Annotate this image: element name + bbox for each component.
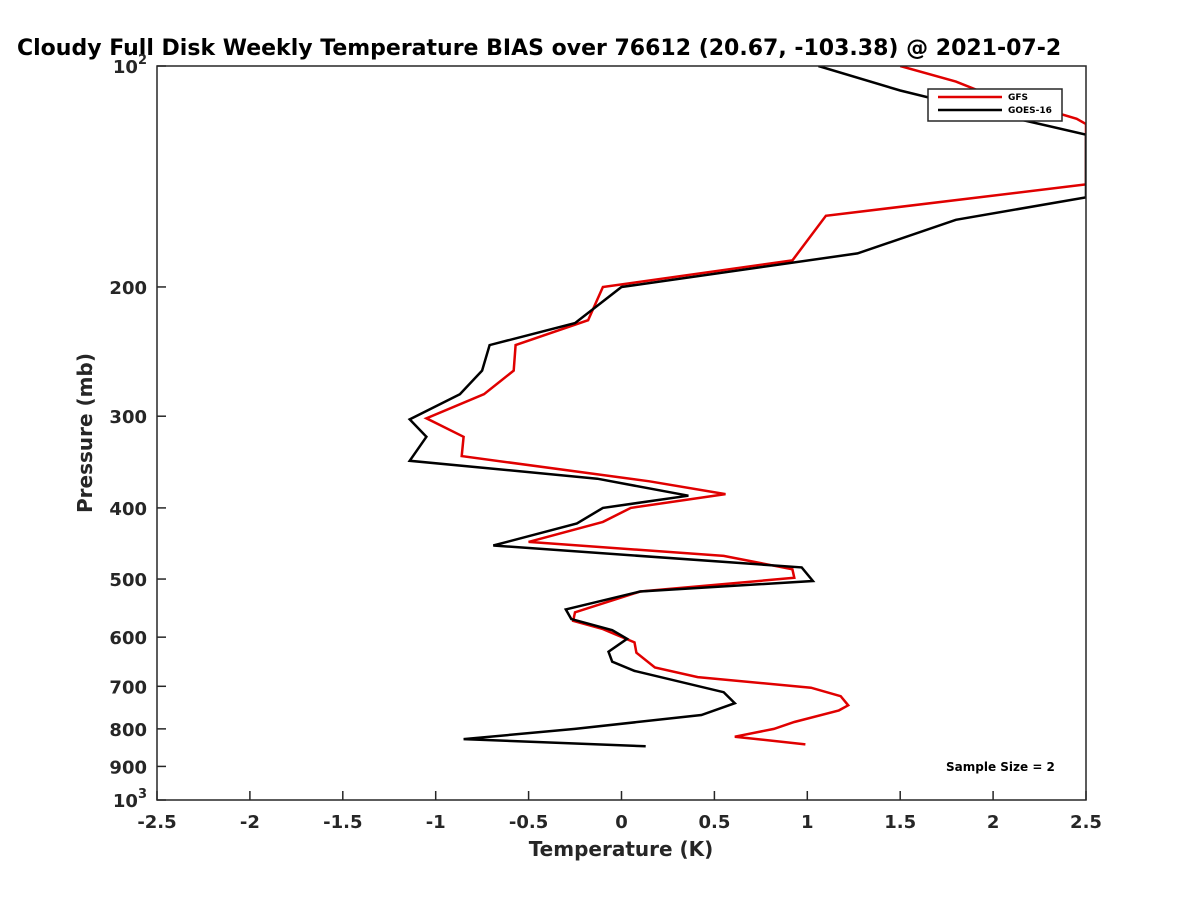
y-tick-label: 400 xyxy=(109,499,147,520)
y-tick-label: 900 xyxy=(109,757,147,778)
y-tick-label: 600 xyxy=(109,628,147,649)
series-line-gfs xyxy=(423,66,1086,746)
sample-size-note: Sample Size = 2 xyxy=(946,760,1055,774)
x-tick-label: -1.5 xyxy=(323,812,362,833)
series-line-goes-16 xyxy=(407,66,1086,748)
x-tick-label: -2.5 xyxy=(137,812,176,833)
x-tick-label: 1.5 xyxy=(884,812,916,833)
y-tick-label: 700 xyxy=(109,677,147,698)
y-tick-label: 200 xyxy=(109,278,147,299)
plot-area-frame xyxy=(156,65,1087,801)
x-axis-ticks: -2.5 -2 -1.5 -1 -0.5 0 0.5 1 1.5 2 2.5 xyxy=(137,791,1102,833)
y-tick-base: 10 xyxy=(113,791,138,812)
x-axis-label: Temperature (K) xyxy=(529,837,714,861)
y-tick-exponent: 2 xyxy=(138,53,147,68)
x-tick-label: 1 xyxy=(801,812,814,833)
legend-label-gfs: GFS xyxy=(1008,93,1028,103)
y-tick-exponent: 3 xyxy=(138,787,147,802)
x-tick-label: 0 xyxy=(615,812,628,833)
y-axis-label: Pressure (mb) xyxy=(73,353,97,513)
legend-box xyxy=(927,88,1063,122)
x-tick-label: -1 xyxy=(426,812,446,833)
legend: GFS GOES-16 xyxy=(927,88,1063,122)
y-tick-label: 800 xyxy=(109,720,147,741)
legend-label-goes16: GOES-16 xyxy=(1008,106,1052,116)
series-lines xyxy=(407,66,1086,748)
x-tick-label: 0.5 xyxy=(698,812,730,833)
x-tick-label: 2 xyxy=(987,812,1000,833)
y-tick-label: 300 xyxy=(109,407,147,428)
y-tick-base: 10 xyxy=(113,57,138,78)
y-tick-label: 500 xyxy=(109,570,147,591)
y-tick-label: 103 xyxy=(113,787,147,812)
x-tick-label: 2.5 xyxy=(1070,812,1102,833)
x-tick-label: -0.5 xyxy=(509,812,548,833)
chart-title: Cloudy Full Disk Weekly Temperature BIAS… xyxy=(17,36,1061,61)
y-tick-label: 102 xyxy=(113,53,147,78)
x-tick-label: -2 xyxy=(240,812,260,833)
